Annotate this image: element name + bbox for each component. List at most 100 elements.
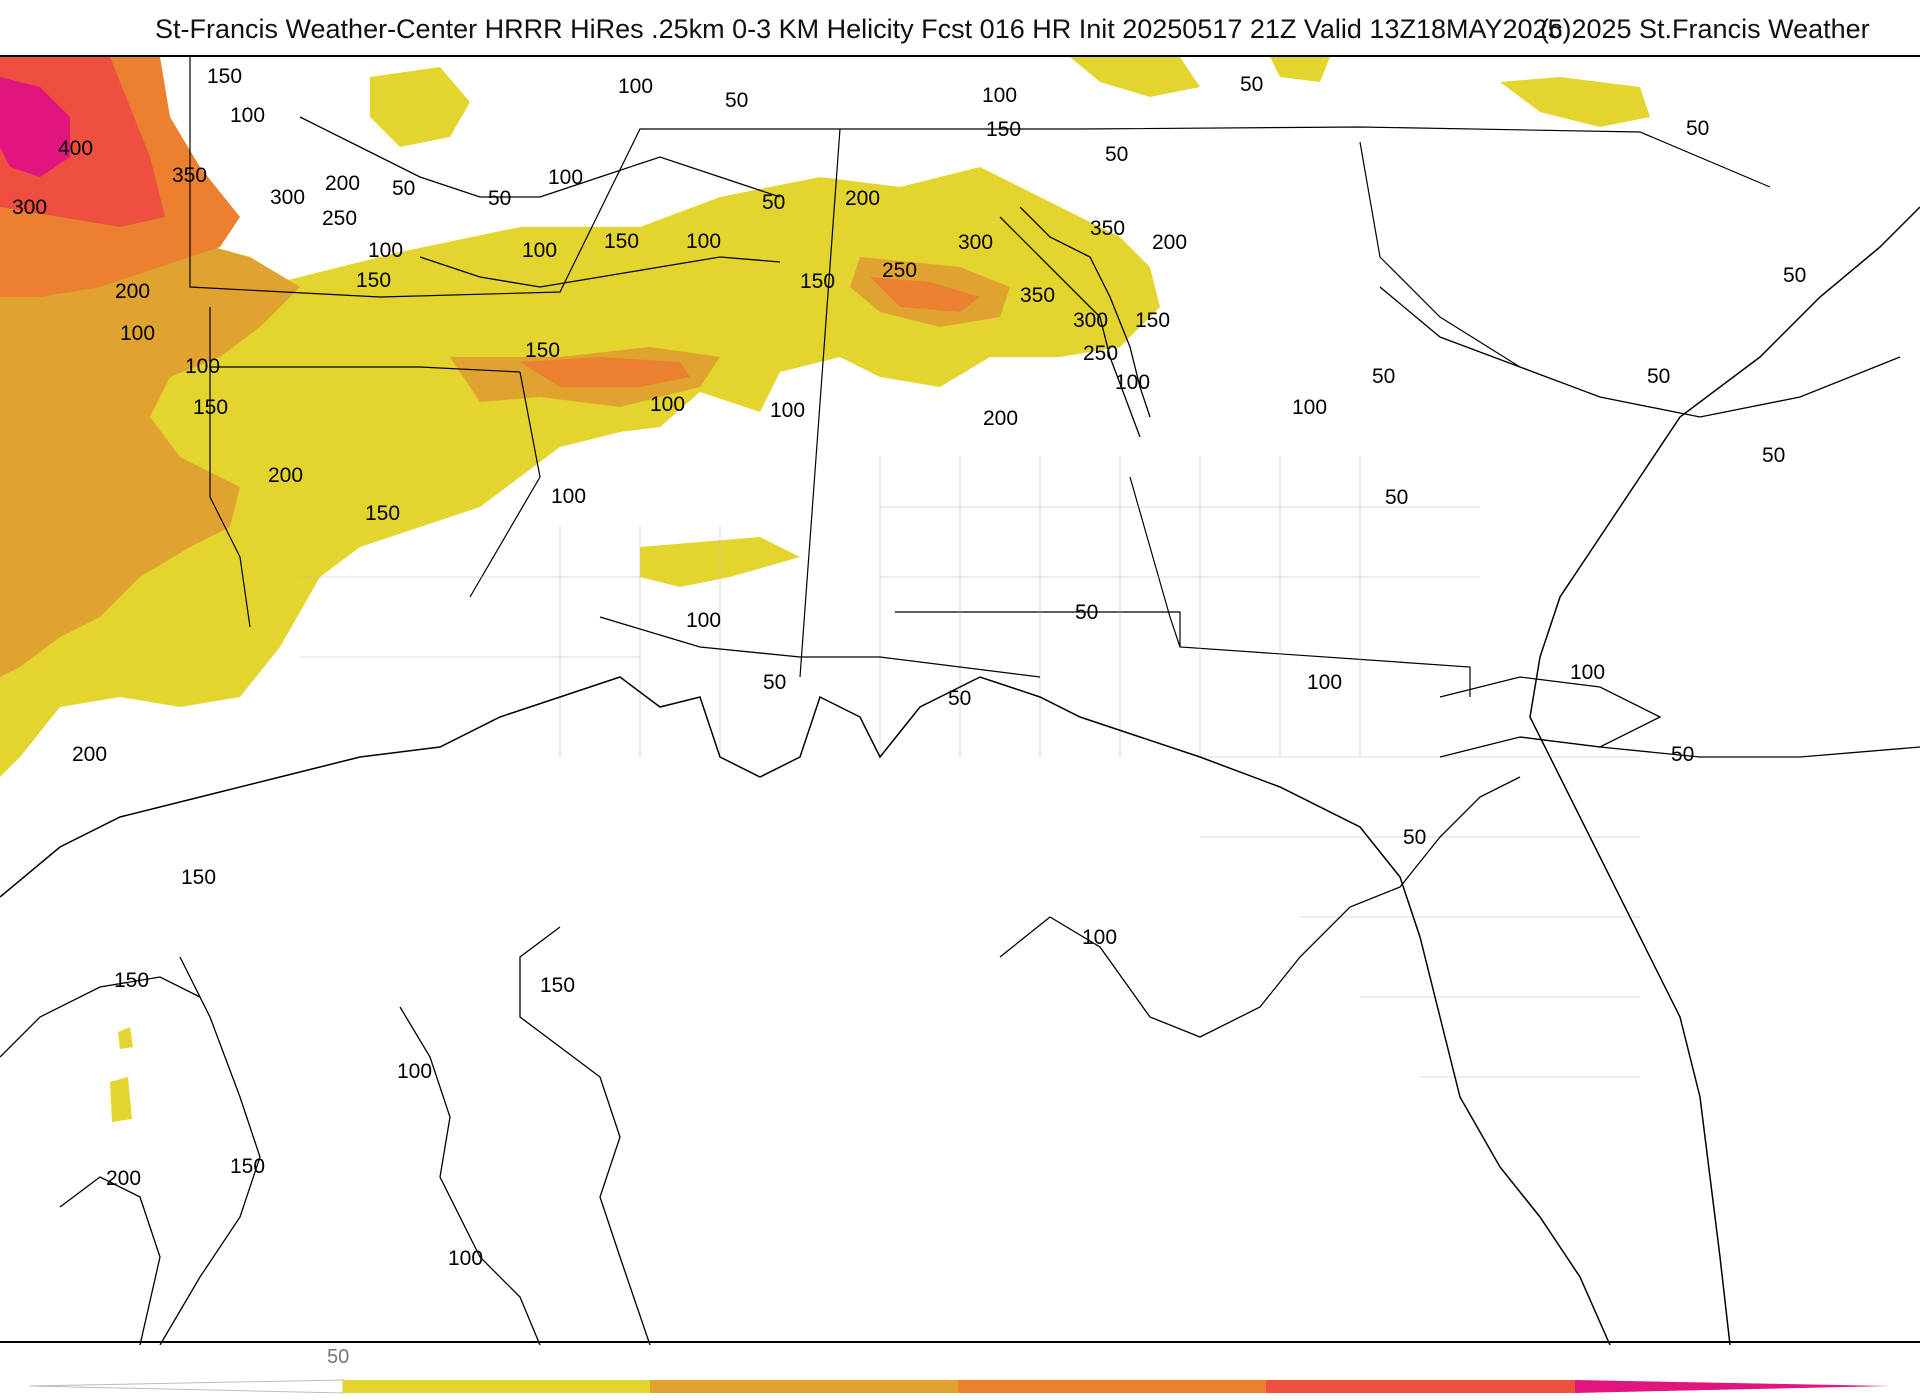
contour-100-nw [299, 116, 781, 198]
contour-label: 150 [604, 230, 639, 253]
contour-150-west [0, 976, 201, 1058]
legend-left-taper [29, 1379, 344, 1394]
contour-label: 100 [120, 322, 155, 345]
contour-label: 100 [686, 230, 721, 253]
contour-label: 150 [986, 118, 1021, 141]
state-border-tx-la [209, 367, 251, 628]
shade-level-1-main [0, 167, 1160, 777]
contour-200-gulf [59, 1176, 161, 1345]
legend-first-label: 50 [327, 1346, 350, 1368]
contour-50-ne [1379, 286, 1901, 418]
state-border-ok-ar [209, 307, 521, 373]
gulf-coast [0, 676, 1611, 1345]
legend-swatch-3 [958, 1380, 1266, 1393]
contour-label: 150 [356, 269, 391, 292]
contour-cluster-2 [999, 216, 1141, 438]
contour-label: 100 [448, 1247, 483, 1270]
contour-label: 200 [115, 280, 150, 303]
contour-label: 150 [800, 270, 835, 293]
contour-label: 200 [1152, 231, 1187, 254]
contour-label: 300 [270, 186, 305, 209]
contour-label: 50 [392, 177, 415, 200]
shade-level-3-center [520, 357, 690, 387]
shade-level-5-nw [0, 77, 70, 177]
contour-label: 100 [397, 1060, 432, 1083]
contour-label: 50 [1671, 743, 1694, 766]
contour-label: 150 [193, 396, 228, 419]
contour-mid-100 [599, 616, 1041, 678]
county-lines [300, 457, 1640, 1078]
legend-right-taper [1575, 1380, 1890, 1393]
contour-50-east [1439, 736, 1920, 758]
contour-50-gulf [999, 776, 1521, 1038]
shade-level-3-east [870, 277, 980, 312]
contour-label: 100 [686, 609, 721, 632]
copyright-text: (c)2025 St.Francis Weather [1540, 14, 1870, 44]
atlantic-coast [1529, 206, 1920, 1345]
contour-label: 300 [1073, 309, 1108, 332]
contour-label: 150 [1135, 309, 1170, 332]
map-canvas: 150 100 400 350 300 300 200 50 250 100 1… [0, 57, 1920, 1345]
contour-150-gulf [159, 956, 261, 1345]
contour-label: 300 [958, 231, 993, 254]
boundary-lines [189, 57, 1771, 697]
contour-label: 250 [1083, 342, 1118, 365]
contour-100-gulf [399, 1006, 541, 1345]
contour-label: 50 [1372, 365, 1395, 388]
contour-label: 150 [525, 339, 560, 362]
contour-label: 100 [770, 399, 805, 422]
contour-label: 50 [1105, 143, 1128, 166]
shade-level-1-north [1070, 57, 1200, 97]
legend-swatch-1 [343, 1380, 650, 1393]
contour-label: 50 [948, 687, 971, 710]
contour-label: 400 [58, 137, 93, 160]
contour-label: 50 [1647, 365, 1670, 388]
helicity-map: 150 100 400 350 300 300 200 50 250 100 1… [0, 55, 1920, 1345]
contour-label: 100 [1292, 396, 1327, 419]
contour-label: 200 [325, 172, 360, 195]
coastline [0, 206, 1920, 1345]
contour-label: 250 [882, 259, 917, 282]
state-border-al-ga [1129, 476, 1181, 648]
contour-label: 250 [322, 207, 357, 230]
contour-labels: 150 100 400 350 300 300 200 50 250 100 1… [12, 65, 1806, 1270]
contour-label: 350 [1020, 284, 1055, 307]
contour-label: 50 [725, 89, 748, 112]
shade-level-1-ne2 [1270, 57, 1330, 82]
helicity-contours [0, 116, 1920, 1345]
legend-bar [29, 1379, 1890, 1394]
county-grid-1 [559, 457, 1361, 757]
legend-swatch-2 [650, 1380, 958, 1393]
contour-cluster-3 [419, 256, 781, 288]
contour-label: 350 [172, 164, 207, 187]
contour-label: 150 [207, 65, 242, 88]
contour-label: 150 [114, 969, 149, 992]
shade-level-1-top-center [370, 67, 470, 147]
contour-label: 50 [488, 187, 511, 210]
contour-cluster-1 [1019, 206, 1151, 418]
contour-label: 100 [522, 239, 557, 262]
state-border-ar-ms [469, 371, 541, 598]
contour-label: 200 [72, 743, 107, 766]
contour-label: 100 [1082, 926, 1117, 949]
shade-level-1-northeast [1500, 77, 1650, 127]
contour-label: 100 [230, 104, 265, 127]
contour-label: 50 [1762, 444, 1785, 467]
shade-level-1-spot-a [118, 1027, 133, 1049]
state-border-top [189, 57, 1771, 298]
contour-label: 100 [1570, 661, 1605, 684]
map-title-bar: St-Francis Weather-Center HRRR HiRes .25… [0, 14, 1920, 54]
contour-label: 150 [181, 866, 216, 889]
contour-label: 50 [762, 191, 785, 214]
county-grid-2 [300, 506, 1640, 1078]
contour-label: 150 [230, 1155, 265, 1178]
color-legend [0, 1343, 1920, 1400]
helicity-shading [0, 57, 1650, 1122]
contour-label: 200 [268, 464, 303, 487]
state-border-ms-al [799, 128, 841, 678]
contour-label: 300 [12, 196, 47, 219]
contour-label: 100 [1115, 371, 1150, 394]
contour-label: 100 [551, 485, 586, 508]
contour-label: 100 [982, 84, 1017, 107]
contour-label: 100 [368, 239, 403, 262]
